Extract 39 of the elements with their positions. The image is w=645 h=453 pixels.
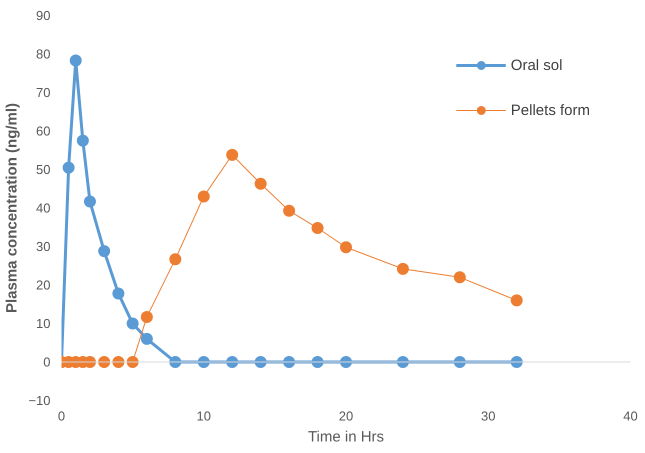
point — [340, 241, 352, 254]
x-tick-label: 40 — [623, 408, 638, 424]
point — [198, 190, 210, 202]
point — [98, 245, 110, 258]
y-tick-label: 90 — [36, 8, 51, 23]
legend-label: Pellets form — [510, 102, 590, 118]
point — [140, 332, 153, 345]
y-tick-label: 80 — [36, 46, 51, 62]
point — [312, 222, 324, 234]
x-tick-label: 20 — [338, 408, 354, 424]
y-axis-title: Plasma concentration (ng/ml) — [3, 102, 20, 314]
point — [126, 318, 139, 330]
y-tick-label: −10 — [28, 393, 51, 408]
y-tick-label: 40 — [36, 200, 51, 216]
y-tick-label: 30 — [36, 239, 51, 254]
point — [454, 271, 466, 284]
point — [510, 294, 523, 306]
point — [84, 195, 96, 208]
point — [396, 262, 409, 275]
point — [140, 310, 153, 323]
y-tick-label: 20 — [36, 278, 51, 292]
point — [112, 287, 124, 300]
point — [70, 54, 82, 67]
y-tick-label: 60 — [36, 124, 51, 138]
y-tick-label: 10 — [36, 316, 51, 331]
point — [169, 253, 182, 266]
point — [254, 178, 267, 190]
x-axis-title: Time in Hrs — [308, 428, 384, 446]
point — [226, 148, 238, 161]
y-tick-label: 0 — [43, 354, 51, 370]
legend-label: Oral sol — [510, 56, 562, 74]
point — [283, 204, 296, 217]
x-tick-label: 0 — [58, 408, 66, 424]
y-tick-label: 70 — [36, 85, 51, 100]
x-tick-label: 10 — [196, 408, 211, 424]
point — [76, 134, 89, 147]
point — [62, 162, 75, 174]
y-tick-label: 50 — [36, 162, 51, 177]
x-tick-label: 30 — [481, 408, 496, 424]
